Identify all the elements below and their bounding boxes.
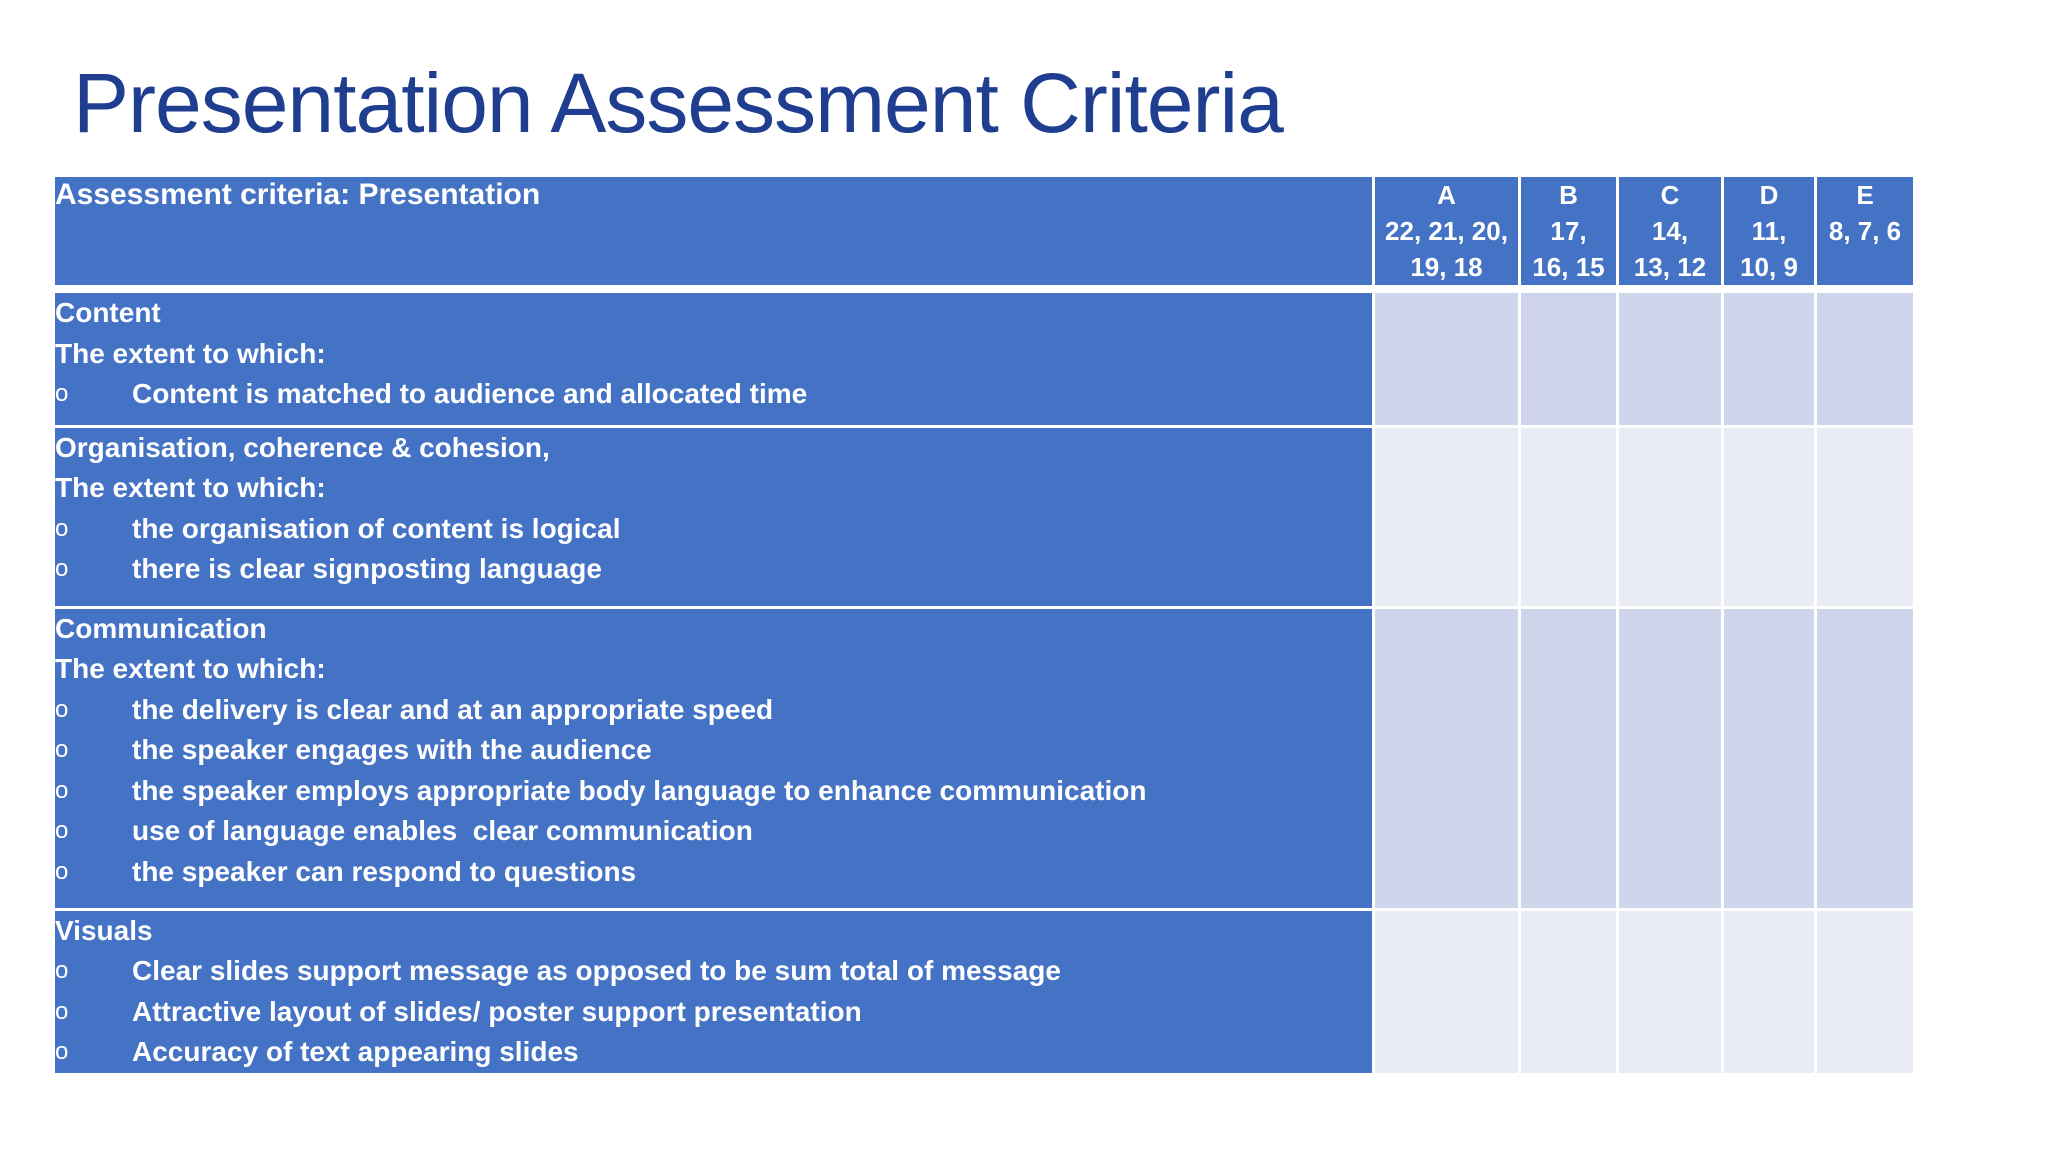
- grade-letter: A: [1437, 180, 1456, 210]
- section-intro: The extent to which:: [55, 472, 326, 503]
- score-cell[interactable]: [1518, 424, 1619, 609]
- list-item: o the delivery is clear and at an approp…: [55, 690, 1372, 731]
- grade-score-range: 8, 7, 6: [1828, 216, 1902, 246]
- criteria-header-label: Assessment criteria: Presentation: [55, 178, 541, 211]
- score-cell[interactable]: [1814, 424, 1916, 609]
- section-heading: Content: [55, 297, 161, 328]
- bullet-icon: o: [55, 817, 69, 844]
- score-cell[interactable]: [1721, 287, 1817, 428]
- list-item: o Content is matched to audience and all…: [55, 374, 1372, 415]
- slide-title: Presentation Assessment Criteria: [73, 56, 1284, 150]
- criteria-cell-content: Content The extent to which: o Content i…: [52, 287, 1375, 428]
- score-cell[interactable]: [1721, 424, 1817, 609]
- bullet-icon: o: [55, 957, 69, 984]
- score-cell[interactable]: [1616, 424, 1724, 609]
- score-cell[interactable]: [1372, 424, 1521, 609]
- table-header-row: Assessment criteria: Presentation A 22, …: [52, 174, 1916, 293]
- grade-score-range: 11, 10, 9: [1740, 216, 1798, 282]
- list-item-text: the speaker engages with the audience: [132, 734, 652, 765]
- table-row-communication: Communication The extent to which: o the…: [52, 605, 1916, 911]
- list-item: o use of language enables clear communic…: [55, 811, 1372, 852]
- grade-letter: C: [1660, 180, 1680, 210]
- section-heading: Organisation, coherence & cohesion,: [55, 431, 550, 463]
- bullet-icon: o: [55, 514, 69, 542]
- score-cell[interactable]: [1518, 605, 1619, 911]
- grade-score-range: 17, 16, 15: [1532, 216, 1605, 282]
- list-item: o the speaker can respond to questions: [55, 852, 1372, 893]
- criteria-cell-visuals: Visuals o Clear slides support message a…: [52, 907, 1375, 1076]
- score-cell[interactable]: [1814, 605, 1916, 911]
- bullet-icon: o: [55, 997, 69, 1025]
- list-item: o there is clear signposting language: [55, 549, 1372, 590]
- criteria-cell-organisation: Organisation, coherence & cohesion, The …: [52, 424, 1375, 609]
- bullet-icon: o: [55, 1038, 69, 1065]
- list-item: o Attractive layout of slides/ poster su…: [55, 992, 1372, 1033]
- list-item-text: the organisation of content is logical: [132, 512, 621, 544]
- section-intro: The extent to which:: [55, 653, 326, 684]
- grade-letter: B: [1559, 180, 1578, 210]
- section-heading: Communication: [55, 612, 267, 644]
- grade-letter: D: [1759, 180, 1779, 210]
- bullet-icon: o: [55, 380, 69, 407]
- list-item-text: Content is matched to audience and alloc…: [132, 378, 808, 409]
- table-row-organisation: Organisation, coherence & cohesion, The …: [52, 424, 1916, 609]
- list-item: o Accuracy of text appearing slides: [55, 1032, 1372, 1073]
- bullet-icon: o: [55, 857, 69, 885]
- grade-header-c: C 14, 13, 12: [1616, 174, 1724, 293]
- score-cell[interactable]: [1721, 605, 1817, 911]
- list-item: o the organisation of content is logical: [55, 509, 1372, 550]
- table-row-content: Content The extent to which: o Content i…: [52, 287, 1916, 428]
- bullet-icon: o: [55, 695, 69, 723]
- bullet-icon: o: [55, 736, 69, 763]
- grade-letter: E: [1856, 180, 1874, 210]
- score-cell[interactable]: [1721, 907, 1817, 1076]
- list-item-text: Clear slides support message as opposed …: [132, 955, 1061, 986]
- list-item-text: Attractive layout of slides/ poster supp…: [132, 995, 862, 1027]
- score-cell[interactable]: [1372, 605, 1521, 911]
- list-item-text: the delivery is clear and at an appropri…: [132, 693, 774, 725]
- criteria-header-cell: Assessment criteria: Presentation: [52, 174, 1375, 293]
- score-cell[interactable]: [1518, 287, 1619, 428]
- score-cell[interactable]: [1518, 907, 1619, 1076]
- score-cell[interactable]: [1372, 907, 1521, 1076]
- list-item-text: use of language enables clear communicat…: [132, 815, 753, 846]
- score-cell[interactable]: [1616, 287, 1724, 428]
- grade-header-a: A 22, 21, 20, 19, 18: [1372, 174, 1521, 293]
- list-item-text: the speaker employs appropriate body lan…: [132, 774, 1147, 806]
- score-cell[interactable]: [1616, 907, 1724, 1076]
- score-cell[interactable]: [1814, 907, 1916, 1076]
- score-cell[interactable]: [1814, 287, 1916, 428]
- grade-score-range: 14, 13, 12: [1633, 216, 1707, 282]
- criteria-cell-communication: Communication The extent to which: o the…: [52, 605, 1375, 911]
- list-item: o Clear slides support message as oppose…: [55, 951, 1372, 992]
- assessment-criteria-table: Assessment criteria: Presentation A 22, …: [52, 174, 1916, 1076]
- list-item-text: Accuracy of text appearing slides: [132, 1036, 579, 1067]
- table-row-visuals: Visuals o Clear slides support message a…: [52, 907, 1916, 1076]
- grade-header-d: D 11, 10, 9: [1721, 174, 1817, 293]
- score-cell[interactable]: [1616, 605, 1724, 911]
- section-heading: Visuals: [55, 914, 153, 946]
- list-item: o the speaker engages with the audience: [55, 730, 1372, 771]
- grade-header-b: B 17, 16, 15: [1518, 174, 1619, 293]
- bullet-icon: o: [55, 555, 69, 582]
- score-cell[interactable]: [1372, 287, 1521, 428]
- grade-score-range: 22, 21, 20, 19, 18: [1385, 216, 1508, 282]
- grade-header-e: E 8, 7, 6: [1814, 174, 1916, 293]
- list-item-text: the speaker can respond to questions: [132, 855, 637, 887]
- bullet-icon: o: [55, 776, 69, 804]
- section-intro: The extent to which:: [55, 337, 326, 369]
- list-item: o the speaker employs appropriate body l…: [55, 771, 1372, 812]
- list-item-text: there is clear signposting language: [132, 553, 602, 584]
